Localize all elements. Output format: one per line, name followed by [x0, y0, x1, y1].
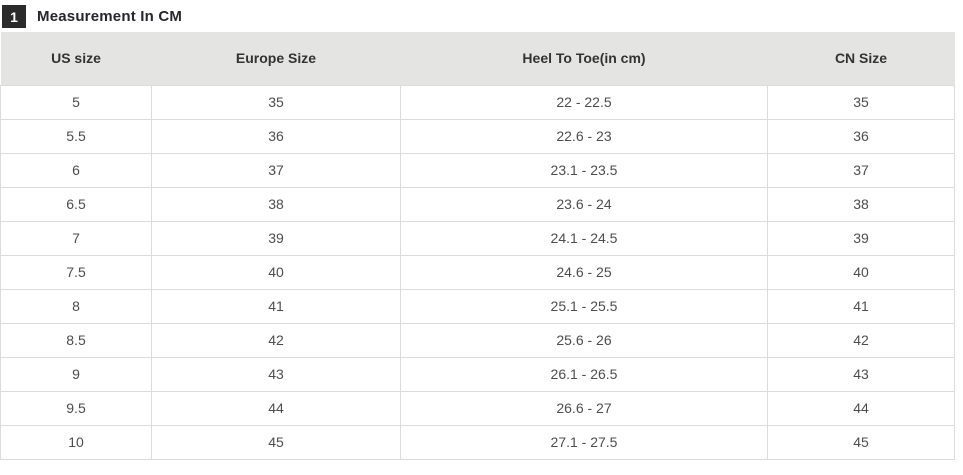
table-cell: 9 — [0, 356, 152, 392]
size-table: US size Europe Size Heel To Toe(in cm) C… — [0, 32, 955, 460]
section-title: 1 Measurement In CM — [0, 0, 963, 30]
table-cell: 35 — [151, 84, 401, 120]
table-cell: 24.6 - 25 — [400, 254, 768, 290]
table-cell: 43 — [151, 356, 401, 392]
table-cell: 43 — [767, 356, 955, 392]
table-cell: 40 — [151, 254, 401, 290]
table-cell: 42 — [767, 322, 955, 358]
table-cell: 9.5 — [0, 390, 152, 426]
table-row: 9 43 26.1 - 26.5 43 — [0, 356, 955, 392]
table-row: 9.5 44 26.6 - 27 44 — [0, 390, 955, 426]
table-cell: 25.1 - 25.5 — [400, 288, 768, 324]
table-cell: 10 — [0, 424, 152, 460]
table-row: 5 35 22 - 22.5 35 — [0, 84, 955, 120]
table-cell: 44 — [151, 390, 401, 426]
table-cell: 36 — [151, 118, 401, 154]
table-cell: 41 — [151, 288, 401, 324]
table-cell: 8 — [0, 288, 152, 324]
table-cell: 24.1 - 24.5 — [400, 220, 768, 256]
table-cell: 39 — [151, 220, 401, 256]
table-cell: 35 — [767, 84, 955, 120]
table-cell: 37 — [767, 152, 955, 188]
table-cell: 6.5 — [0, 186, 152, 222]
table-cell: 27.1 - 27.5 — [400, 424, 768, 460]
table-cell: 5.5 — [0, 118, 152, 154]
table-row: 7 39 24.1 - 24.5 39 — [0, 220, 955, 256]
table-cell: 36 — [767, 118, 955, 154]
table-cell: 6 — [0, 152, 152, 188]
column-header-cn-size: CN Size — [767, 32, 955, 85]
table-cell: 26.1 - 26.5 — [400, 356, 768, 392]
table-cell: 40 — [767, 254, 955, 290]
table-row: 8.5 42 25.6 - 26 42 — [0, 322, 955, 358]
size-table-body: 5 35 22 - 22.5 35 5.5 36 22.6 - 23 36 6 37 23.1 - … — [0, 84, 955, 460]
column-header-heel-to-toe: Heel To Toe(in cm) — [400, 32, 768, 85]
table-row: 6.5 38 23.6 - 24 38 — [0, 186, 955, 222]
table-row: 10 45 27.1 - 27.5 45 — [0, 424, 955, 460]
page-title: Measurement In CM — [37, 8, 183, 25]
table-row: 5.5 36 22.6 - 23 36 — [0, 118, 955, 154]
table-cell: 45 — [151, 424, 401, 460]
column-header-us-size: US size — [0, 32, 152, 85]
table-cell: 38 — [767, 186, 955, 222]
table-cell: 5 — [0, 84, 152, 120]
header-row: US size Europe Size Heel To Toe(in cm) C… — [0, 32, 955, 85]
table-cell: 7.5 — [0, 254, 152, 290]
table-cell: 38 — [151, 186, 401, 222]
table-cell: 45 — [767, 424, 955, 460]
table-cell: 26.6 - 27 — [400, 390, 768, 426]
table-cell: 41 — [767, 288, 955, 324]
table-cell: 7 — [0, 220, 152, 256]
column-header-europe-size: Europe Size — [151, 32, 401, 85]
section-number-badge: 1 — [2, 5, 26, 28]
table-row: 7.5 40 24.6 - 25 40 — [0, 254, 955, 290]
table-cell: 42 — [151, 322, 401, 358]
table-cell: 22.6 - 23 — [400, 118, 768, 154]
table-cell: 23.1 - 23.5 — [400, 152, 768, 188]
table-cell: 37 — [151, 152, 401, 188]
table-cell: 8.5 — [0, 322, 152, 358]
size-table-header: US size Europe Size Heel To Toe(in cm) C… — [0, 32, 955, 85]
table-cell: 25.6 - 26 — [400, 322, 768, 358]
table-cell: 44 — [767, 390, 955, 426]
table-cell: 23.6 - 24 — [400, 186, 768, 222]
table-cell: 39 — [767, 220, 955, 256]
table-row: 8 41 25.1 - 25.5 41 — [0, 288, 955, 324]
table-row: 6 37 23.1 - 23.5 37 — [0, 152, 955, 188]
table-cell: 22 - 22.5 — [400, 84, 768, 120]
